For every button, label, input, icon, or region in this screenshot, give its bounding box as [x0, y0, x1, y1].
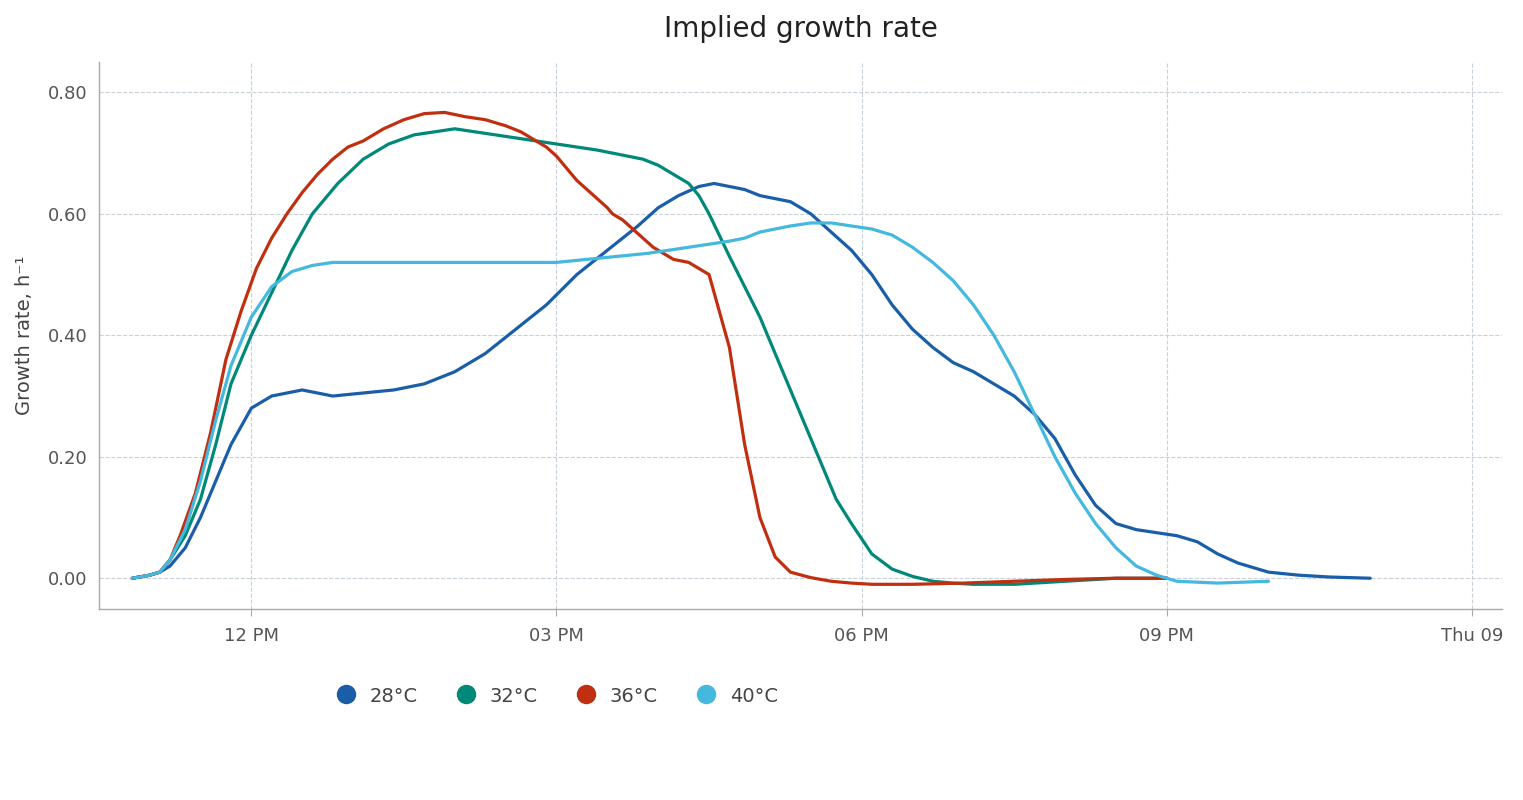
32°C	[446, 124, 465, 134]
32°C	[262, 288, 280, 298]
40°C	[842, 221, 860, 230]
32°C	[964, 579, 982, 589]
40°C	[364, 258, 382, 267]
36°C	[338, 142, 356, 152]
32°C	[1157, 574, 1176, 583]
Line: 28°C: 28°C	[133, 183, 1371, 578]
40°C	[985, 330, 1004, 340]
40°C	[1209, 578, 1228, 588]
28°C	[1362, 574, 1380, 583]
28°C	[446, 367, 465, 377]
Line: 36°C: 36°C	[133, 113, 1167, 584]
32°C	[123, 574, 142, 583]
Title: Implied growth rate: Implied growth rate	[664, 15, 938, 43]
40°C	[781, 221, 800, 230]
Line: 32°C: 32°C	[133, 129, 1167, 584]
40°C	[862, 224, 880, 234]
40°C	[801, 218, 819, 228]
40°C	[1260, 577, 1278, 586]
28°C	[705, 178, 723, 188]
36°C	[436, 108, 454, 118]
32°C	[690, 191, 708, 201]
36°C	[1157, 574, 1176, 583]
28°C	[985, 379, 1004, 389]
28°C	[151, 567, 169, 577]
28°C	[964, 367, 982, 377]
28°C	[123, 574, 142, 583]
36°C	[679, 258, 698, 267]
32°C	[670, 173, 688, 182]
36°C	[527, 136, 545, 146]
36°C	[161, 555, 180, 565]
32°C	[751, 312, 769, 322]
40°C	[123, 574, 142, 583]
36°C	[862, 579, 880, 589]
Y-axis label: Growth rate, h⁻¹: Growth rate, h⁻¹	[15, 256, 34, 415]
Line: 40°C: 40°C	[133, 223, 1269, 583]
28°C	[161, 562, 180, 571]
32°C	[701, 209, 719, 218]
36°C	[664, 254, 682, 264]
28°C	[690, 182, 708, 191]
40°C	[766, 224, 784, 234]
36°C	[151, 567, 169, 577]
32°C	[527, 136, 545, 146]
Legend: 28°C, 32°C, 36°C, 40°C: 28°C, 32°C, 36°C, 40°C	[338, 678, 786, 714]
36°C	[123, 574, 142, 583]
